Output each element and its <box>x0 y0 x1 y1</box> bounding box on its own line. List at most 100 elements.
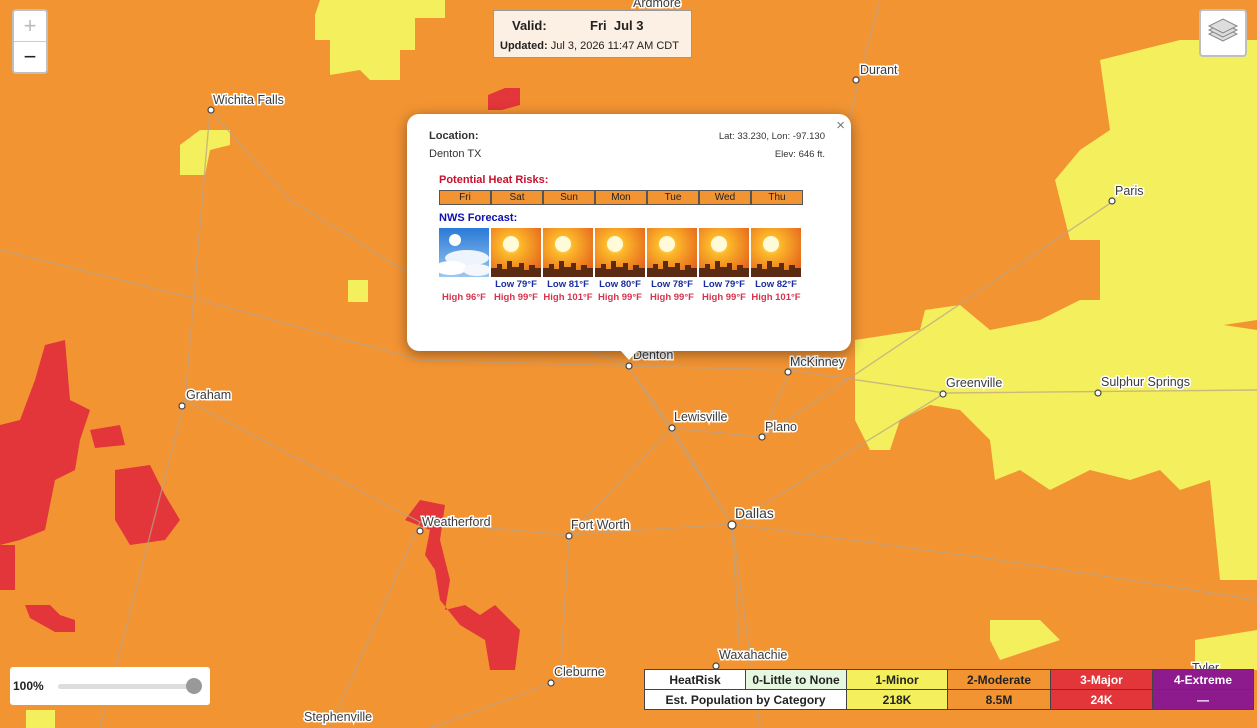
day-cell: Wed <box>699 190 751 205</box>
population-label: Est. Population by Category <box>644 689 847 710</box>
population-value: 218K <box>846 689 948 710</box>
valid-day: Fri Jul 3 <box>590 18 644 33</box>
weather-icon <box>699 228 749 277</box>
city-dot <box>668 424 676 432</box>
weather-icon <box>751 228 801 277</box>
opacity-control: 100% <box>10 667 210 705</box>
city-dot <box>178 402 186 410</box>
updated-label: Updated: <box>500 40 548 52</box>
sun-icon <box>647 228 697 277</box>
day-cell: Mon <box>595 190 647 205</box>
city-label[interactable]: Weatherford <box>421 514 493 531</box>
city-label[interactable]: Waxahachie <box>718 647 789 664</box>
high-temp: High 99°F <box>598 292 642 303</box>
day-cell: Sun <box>543 190 595 205</box>
location-label: Location: <box>429 130 479 142</box>
legend-category: 3-Major <box>1050 669 1153 690</box>
city-dot <box>727 520 737 530</box>
minor-areas <box>26 0 1257 728</box>
weather-icon <box>491 228 541 277</box>
low-temp: Low 78°F <box>651 279 693 290</box>
city-label[interactable]: Wichita Falls <box>212 92 286 109</box>
legend-category: 2-Moderate <box>947 669 1051 690</box>
city-label[interactable]: Durant <box>859 62 900 79</box>
valid-box: Valid: Fri Jul 3 Updated: Jul 3, 2026 11… <box>493 10 692 58</box>
latlon: Lat: 33.230, Lon: -97.130 <box>718 131 825 142</box>
city-dot <box>758 433 766 441</box>
zoom-in-button[interactable]: + <box>23 13 37 38</box>
legend-header: HeatRisk <box>644 669 746 690</box>
layers-icon <box>1207 18 1239 42</box>
city-label[interactable]: Greenville <box>945 375 1004 392</box>
updated-value: Jul 3, 2026 11:47 AM CDT <box>550 40 679 52</box>
day-cell: Thu <box>751 190 803 205</box>
layers-button[interactable] <box>1199 9 1247 57</box>
zoom-control: + − <box>12 9 48 74</box>
population-value: 8.5M <box>947 689 1051 710</box>
city-dot <box>207 106 215 114</box>
close-button[interactable]: × <box>836 117 845 134</box>
sun-icon <box>699 228 749 277</box>
high-temp: High 101°F <box>751 292 801 303</box>
city-label[interactable]: Lewisville <box>673 409 730 426</box>
city-label[interactable]: McKinney <box>789 354 848 371</box>
city-label[interactable]: Fort Worth <box>570 517 632 534</box>
updated-text: Updated: Jul 3, 2026 11:47 AM CDT <box>500 40 679 52</box>
city-label[interactable]: Plano <box>764 419 799 436</box>
sun-icon <box>751 228 801 277</box>
elevation: Elev: 646 ft. <box>774 149 825 160</box>
city-dot <box>565 532 573 540</box>
city-dot <box>939 390 947 398</box>
city-dot <box>416 527 424 535</box>
high-temp: High 99°F <box>650 292 694 303</box>
sky-icon <box>435 228 491 277</box>
high-temp: High 99°F <box>702 292 746 303</box>
weather-icon <box>435 228 491 277</box>
sun-icon <box>543 228 593 277</box>
weather-icon <box>647 228 697 277</box>
high-temp: High 99°F <box>494 292 538 303</box>
city-label[interactable]: Graham <box>185 387 233 404</box>
legend-category: 0-Little to None <box>745 669 847 690</box>
population-value: — <box>1152 689 1254 710</box>
high-temp: High 96°F <box>442 292 486 303</box>
low-temp: Low 80°F <box>599 279 641 290</box>
opacity-handle[interactable] <box>186 678 202 694</box>
city-dot <box>1094 389 1102 397</box>
low-temp: Low 82°F <box>755 279 797 290</box>
city-dot <box>852 76 860 84</box>
city-dot <box>625 362 633 370</box>
city-label[interactable]: Cleburne <box>553 664 607 681</box>
legend-category: 4-Extreme <box>1152 669 1254 690</box>
legend-row: HeatRisk 0-Little to None 1-Minor 2-Moderat… <box>644 669 1254 690</box>
sun-icon <box>595 228 645 277</box>
day-cell: Tue <box>647 190 699 205</box>
weather-icon <box>543 228 593 277</box>
population-value: 24K <box>1050 689 1153 710</box>
low-temp: Low 79°F <box>703 279 745 290</box>
opacity-label: 100% <box>13 679 44 693</box>
city-label[interactable]: Sulphur Springs <box>1100 374 1192 391</box>
high-temp: High 101°F <box>543 292 593 303</box>
weather-icon <box>595 228 645 277</box>
city-label[interactable]: Ardmore <box>632 0 683 12</box>
city-label[interactable]: Stephenville <box>303 709 374 726</box>
valid-label: Valid: <box>512 18 547 33</box>
zoom-out-button[interactable]: − <box>14 41 46 72</box>
opacity-track <box>58 684 198 689</box>
forecast-title: NWS Forecast: <box>439 212 518 224</box>
day-cell: Fri <box>439 190 491 205</box>
city-label[interactable]: Paris <box>1114 183 1145 200</box>
location-name: Denton TX <box>429 148 482 160</box>
day-cell: Sat <box>491 190 543 205</box>
major-areas <box>0 88 520 670</box>
sun-icon <box>491 228 541 277</box>
legend-category: 1-Minor <box>846 669 948 690</box>
city-dot <box>547 679 555 687</box>
low-temp: Low 79°F <box>495 279 537 290</box>
cities: Wichita Falls Ardmore Durant Paris Graha… <box>178 0 1221 726</box>
city-label[interactable]: Dallas <box>734 504 776 523</box>
legend-table: HeatRisk 0-Little to None 1-Minor 2-Moderat… <box>644 669 1254 710</box>
